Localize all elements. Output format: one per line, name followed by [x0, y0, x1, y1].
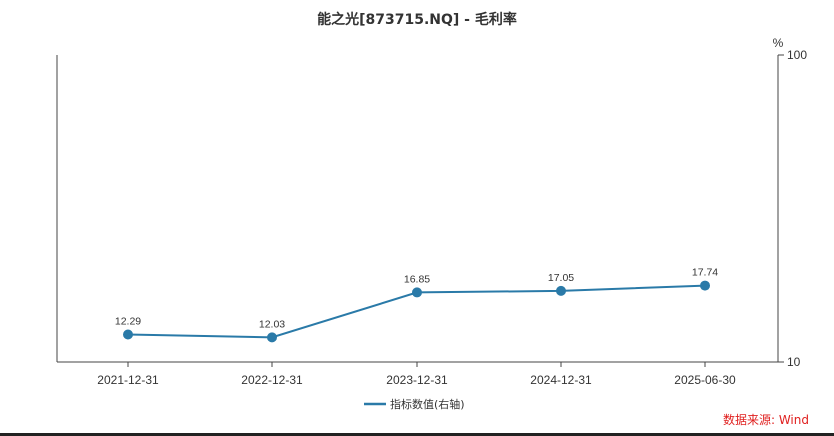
- data-label: 12.03: [259, 318, 285, 330]
- data-source: 数据来源: Wind: [723, 412, 809, 427]
- data-point[interactable]: [123, 329, 133, 340]
- series-group: 12.29 12.03 16.85 17.05 17.74: [115, 267, 718, 343]
- y-tick-label: 10: [787, 355, 801, 369]
- legend-label: 指标数值(右轴): [390, 397, 465, 411]
- chart-title: 能之光[873715.NQ] - 毛利率: [317, 11, 517, 28]
- data-label: 17.74: [692, 267, 718, 279]
- y-axis-ticks: 100 10: [778, 48, 807, 369]
- x-axis-ticks: 2021-12-31 2022-12-31 2023-12-31 2024-12-31…: [97, 362, 736, 387]
- data-point[interactable]: [556, 285, 566, 296]
- x-tick-label: 2021-12-31: [97, 373, 159, 387]
- data-point[interactable]: [700, 280, 710, 291]
- x-tick-label: 2023-12-31: [386, 373, 448, 387]
- data-point[interactable]: [412, 287, 422, 298]
- y-tick-label: 100: [787, 48, 807, 62]
- data-label: 17.05: [548, 272, 574, 284]
- data-label: 16.85: [404, 273, 430, 285]
- bottom-rule: [0, 433, 834, 436]
- data-label: 12.29: [115, 316, 141, 328]
- y-axis-unit: %: [773, 36, 784, 50]
- x-tick-label: 2024-12-31: [530, 373, 592, 387]
- x-tick-label: 2025-06-30: [674, 373, 736, 387]
- legend[interactable]: 指标数值(右轴): [364, 397, 465, 411]
- data-point[interactable]: [267, 332, 277, 343]
- x-tick-label: 2022-12-31: [241, 373, 303, 387]
